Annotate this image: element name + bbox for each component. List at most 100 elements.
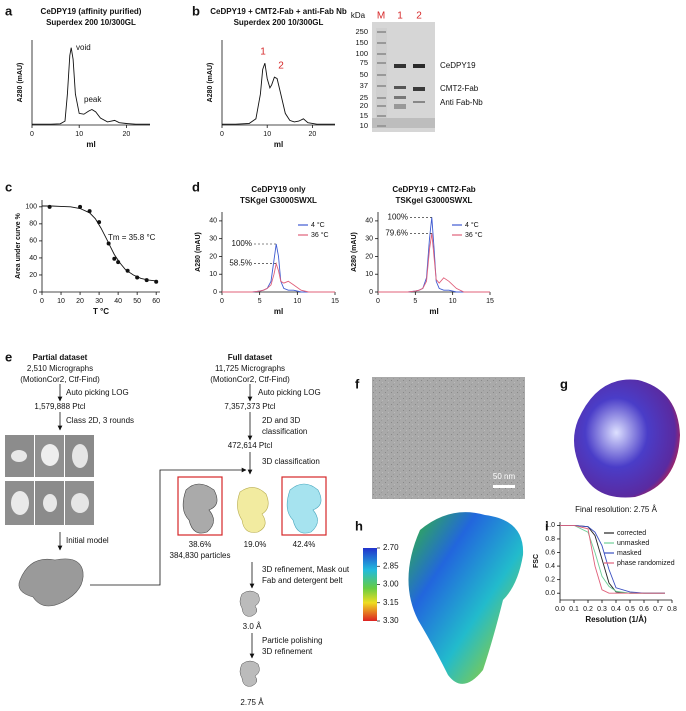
- data-point: [47, 204, 52, 209]
- x-axis-label: ml: [429, 307, 438, 316]
- x-tick-label: 0.7: [653, 606, 663, 613]
- workflow-text: (MotionCor2, Ctf-Find): [210, 375, 290, 384]
- lane-label: 1: [397, 11, 403, 22]
- panel-letter: h: [355, 518, 363, 533]
- x-tick-label: 50: [133, 298, 141, 305]
- ladder-band: [377, 125, 386, 127]
- micrograph: [372, 377, 525, 499]
- ladder-label: 15: [360, 111, 368, 120]
- lane-label: M: [377, 11, 385, 22]
- x-tick-label: 0.0: [555, 606, 565, 613]
- y-axis-label: A280 (mAU): [195, 232, 202, 272]
- x-tick-label: 0: [376, 298, 380, 305]
- workflow-text: 2,510 Micrographs: [27, 364, 93, 373]
- x-tick-label: 0: [40, 298, 44, 305]
- workflow-text: (MotionCor2, Ctf-Find): [20, 375, 100, 384]
- x-tick-label: 5: [413, 298, 417, 305]
- x-tick-label: 0.1: [569, 606, 579, 613]
- x-axis-label: T °C: [93, 307, 109, 316]
- workflow-text: 38.6%: [189, 540, 212, 549]
- x-tick-label: 20: [123, 131, 131, 138]
- ladder-label: 25: [360, 93, 368, 102]
- y-tick-label: 20: [365, 253, 373, 260]
- y-tick-label: 0.6: [545, 549, 555, 556]
- x-tick-label: 30: [95, 298, 103, 305]
- x-tick-label: 5: [258, 298, 262, 305]
- x-tick-label: 10: [449, 298, 457, 305]
- y-tick-label: 10: [365, 271, 373, 278]
- local-resolution-map: [408, 512, 524, 684]
- workflow-text: 1,579,888 Ptcl: [34, 402, 85, 411]
- chart-title: CeDPY19 + CMT2-Fab: [392, 185, 475, 194]
- legend-label: 36 °C: [311, 231, 329, 239]
- chart-title: CeDPY19 + CMT2-Fab + anti-Fab Nb: [210, 7, 347, 16]
- x-tick-label: 0.5: [625, 606, 635, 613]
- colorbar-label: 3.15: [383, 598, 399, 607]
- ladder-band: [377, 105, 386, 107]
- colorbar-label: 3.30: [383, 616, 399, 625]
- workflow-text: 2D and 3D: [262, 416, 300, 425]
- x-tick-label: 10: [57, 298, 65, 305]
- workflow-text: Particle polishing: [262, 636, 322, 645]
- x-tick-label: 0.2: [583, 606, 593, 613]
- workflow-text: Partial dataset: [33, 353, 88, 362]
- ladder-band: [377, 62, 386, 64]
- annotation: 100%: [232, 239, 252, 248]
- y-tick-label: 0.4: [545, 563, 555, 570]
- workflow-text: Auto picking LOG: [66, 388, 129, 397]
- ladder-label: 50: [360, 70, 368, 79]
- workflow-text: 3D classification: [262, 457, 320, 466]
- x-axis-label: ml: [274, 140, 283, 149]
- y-tick-label: 0.8: [545, 536, 555, 543]
- chart-title: CeDPY19 only: [251, 185, 306, 194]
- legend-label: corrected: [617, 530, 646, 537]
- legend-label: 4 °C: [465, 221, 479, 229]
- series-line: [222, 243, 335, 293]
- workflow-text: Auto picking LOG: [258, 388, 321, 397]
- series-line: [560, 524, 665, 594]
- x-axis-label: Resolution (1/Å): [585, 615, 647, 624]
- workflow-text: 3.0 Å: [243, 622, 262, 631]
- panel-letter: a: [5, 3, 13, 18]
- workflow-text: Class 2D, 3 rounds: [66, 416, 134, 425]
- y-tick-label: 0: [369, 289, 373, 296]
- x-axis-label: ml: [86, 140, 95, 149]
- x-tick-label: 0.6: [639, 606, 649, 613]
- annotation: 79.6%: [385, 228, 408, 237]
- workflow-text: 2.75 Å: [240, 698, 264, 707]
- annotation: 100%: [388, 212, 408, 221]
- ladder-band: [377, 115, 386, 117]
- workflow-text: 3D refinement, Mask out: [262, 565, 350, 574]
- scale-bar: [493, 485, 515, 488]
- band-label: Anti Fab-Nb: [440, 98, 483, 107]
- chart-subtitle: TSKgel G3000SWXL: [396, 196, 473, 205]
- y-tick-label: 0: [213, 289, 217, 296]
- y-tick-label: 0.2: [545, 576, 555, 583]
- x-tick-label: 10: [293, 298, 301, 305]
- y-tick-label: 1.0: [545, 522, 555, 529]
- y-tick-label: 30: [365, 236, 373, 243]
- series-line: [222, 261, 335, 293]
- annotation: 58.5%: [229, 259, 252, 268]
- y-tick-label: 30: [209, 236, 217, 243]
- legend-label: unmasked: [617, 540, 649, 547]
- y-tick-label: 100: [25, 204, 37, 211]
- annotation: void: [76, 43, 91, 52]
- panel-letter: b: [192, 3, 200, 18]
- legend-label: 36 °C: [465, 231, 483, 239]
- x-tick-label: 0: [220, 298, 224, 305]
- ladder-band: [377, 42, 386, 44]
- panel-letter: f: [355, 376, 360, 391]
- x-tick-label: 40: [114, 298, 122, 305]
- colorbar-label: 3.00: [383, 580, 399, 589]
- legend-label: masked: [617, 550, 642, 557]
- x-axis-label: ml: [274, 307, 283, 316]
- annotation: peak: [84, 95, 102, 104]
- y-tick-label: 20: [29, 272, 37, 279]
- ladder-band: [377, 85, 386, 87]
- y-axis-label: A280 (mAU): [207, 63, 214, 103]
- workflow-text: 472,614 Ptcl: [228, 441, 273, 450]
- data-point: [112, 256, 117, 261]
- workflow-text: classification: [262, 427, 307, 436]
- x-tick-label: 0.8: [667, 606, 677, 613]
